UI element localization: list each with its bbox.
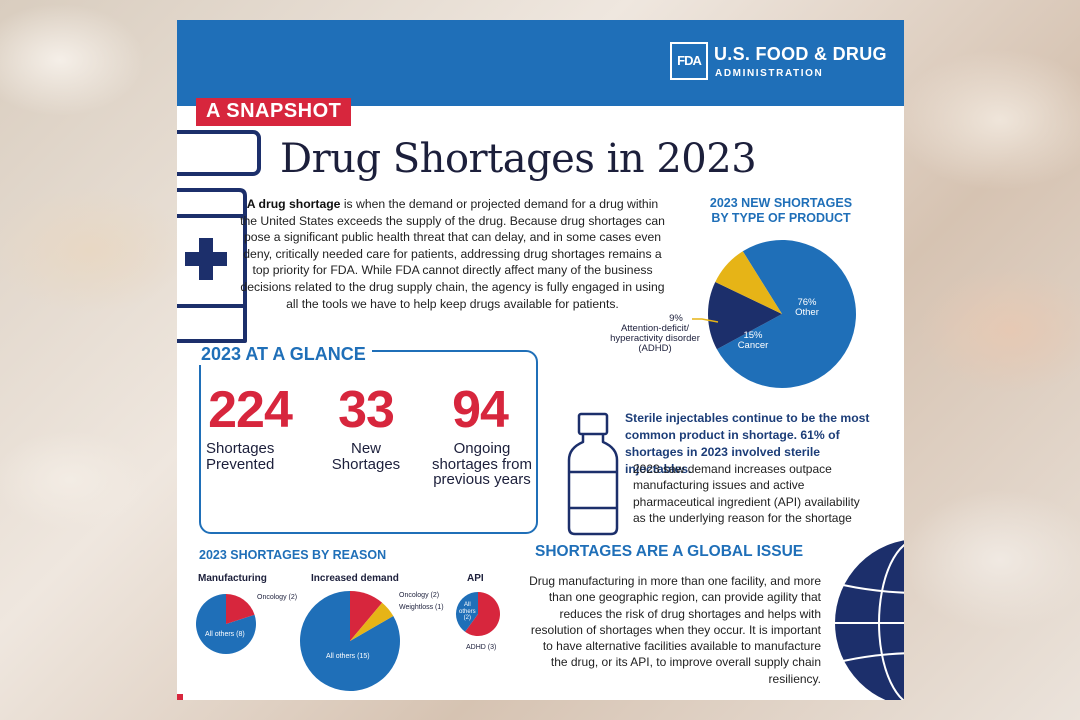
decorative-corner (177, 694, 183, 700)
stat-prevented-number: 224 (208, 381, 293, 439)
page-title: Drug Shortages in 2023 (280, 136, 757, 182)
pie-name-other: Other (795, 307, 819, 318)
intro-lead: A drug shortage (246, 197, 341, 211)
api-others-l1: All (464, 602, 471, 608)
demand-pie (299, 591, 400, 691)
stat-new-number: 33 (338, 381, 395, 439)
stat-ongoing-number: 94 (452, 381, 509, 439)
snapshot-banner: A SNAPSHOT (196, 98, 352, 126)
header-bar (177, 20, 904, 106)
stat-new-label: New Shortages (331, 440, 401, 473)
api-others-l3: (2) (463, 615, 472, 621)
global-title: SHORTAGES ARE A GLOBAL ISSUE (535, 543, 804, 560)
agency-name: U.S. FOOD & DRUG (714, 44, 887, 64)
demand-weightloss-label: Weightloss (1) (399, 604, 444, 611)
api-others-label: All others (2) (459, 602, 476, 622)
api-others-l2: others (459, 608, 476, 615)
pie-pct-adhd: 9% (669, 313, 683, 324)
fda-logo: FDA (670, 42, 708, 80)
adhd-leader-line (692, 318, 719, 323)
api-slice-others (455, 592, 478, 632)
pie-pct-other: 76% (797, 297, 817, 308)
agency-subname: ADMINISTRATION (715, 68, 824, 79)
glance-title: 2023 AT A GLANCE (195, 344, 372, 365)
stat-ongoing-label: Ongoing shortages from previous years (431, 440, 533, 488)
infographic-poster: FDA U.S. FOOD & DRUG ADMINISTRATION A SN… (177, 20, 904, 700)
pie-label-other: 76% Other (777, 298, 837, 318)
demand-slice-oncology (350, 591, 383, 641)
pie-label-cancer: 15% Cancer (728, 331, 778, 351)
pie-slice-cancer (707, 282, 782, 350)
api-label: API (467, 573, 484, 584)
api-slice-adhd (465, 592, 500, 636)
sterile-text: 2023 saw demand increases outpace manufa… (633, 462, 860, 525)
pie-pct-cancer: 15% (743, 330, 763, 341)
intro-paragraph: A drug shortage is when the demand or pr… (239, 196, 666, 312)
pie-name-adhd: Attention-deficit/ hyperactivity disorde… (610, 323, 700, 354)
intro-text: is when the demand or projected demand f… (240, 197, 665, 311)
api-pie (455, 592, 500, 636)
demand-others-label: All others (15) (326, 653, 370, 660)
pie-slice-adhd (715, 251, 782, 314)
manufacturing-label: Manufacturing (198, 573, 267, 584)
sterile-headline: Sterile injectables continue to be the m… (625, 411, 870, 476)
reason-title: 2023 SHORTAGES BY REASON (199, 548, 387, 562)
mfg-others-label: All others (8) (205, 631, 245, 638)
stat-prevented-label: Shortages Prevented (206, 440, 275, 473)
demand-slice-others (299, 591, 400, 691)
product-pie-chart (707, 239, 857, 388)
global-text: Drug manufacturing in more than one faci… (529, 574, 821, 686)
demand-slice-weightloss (350, 602, 394, 641)
demand-oncology-label: Oncology (2) (399, 592, 440, 599)
mfg-slice-others (195, 594, 256, 654)
manufacturing-pie (195, 594, 256, 654)
mfg-slice-oncology (226, 594, 255, 624)
pie-slice-other (716, 239, 857, 388)
product-chart-title: 2023 NEW SHORTAGES BY TYPE OF PRODUCT (709, 196, 853, 225)
pie-name-cancer: Cancer (737, 340, 769, 351)
globe-icon (835, 540, 904, 700)
mfg-oncology-label: Oncology (2) (257, 594, 298, 601)
vial-icon (567, 412, 619, 536)
api-adhd-label: ADHD (3) (466, 644, 497, 651)
demand-label: Increased demand (311, 573, 399, 584)
pill-bottle-icon (177, 130, 261, 343)
